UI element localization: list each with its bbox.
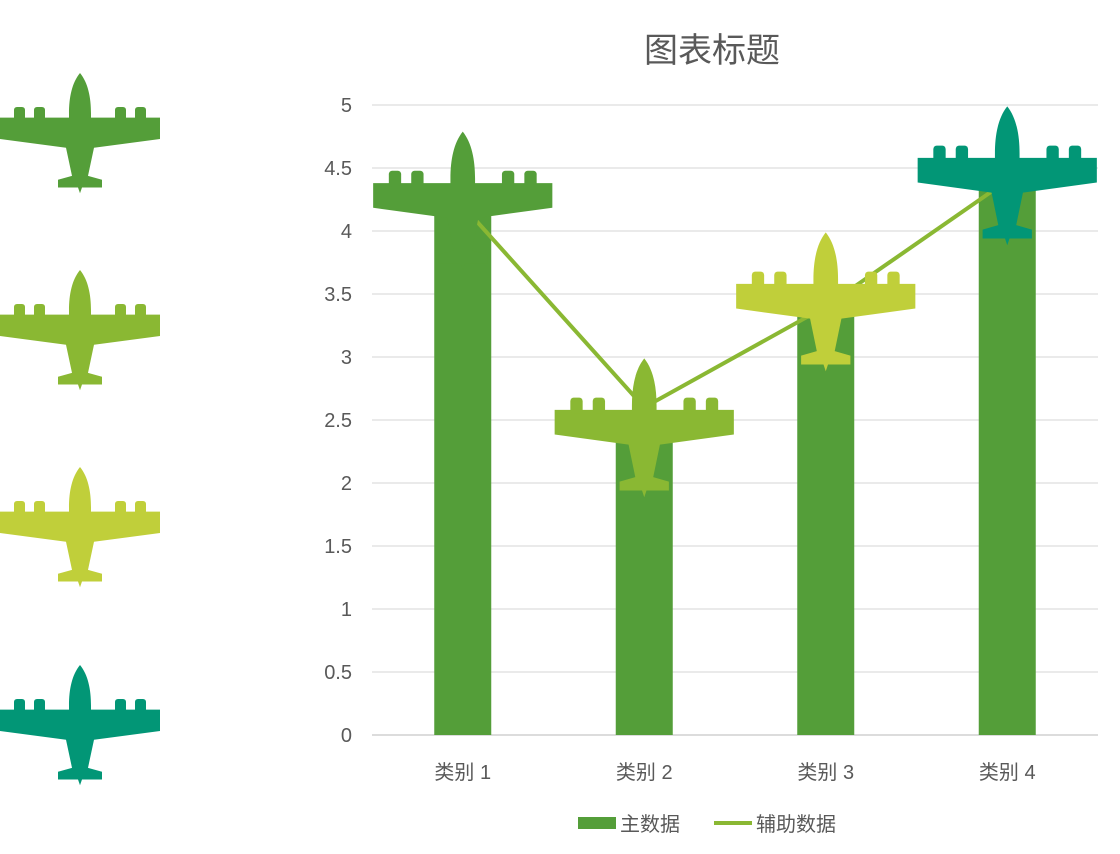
y-tick-label: 2 — [341, 473, 352, 495]
y-tick-label: 4 — [341, 221, 352, 243]
y-tick-label: 3.5 — [324, 284, 352, 306]
y-tick-label: 5 — [341, 95, 352, 117]
y-tick-label: 0 — [341, 725, 352, 747]
plane-marker-icon — [373, 131, 553, 271]
x-tick-label: 类别 1 — [434, 761, 491, 784]
plane-icon — [0, 665, 160, 786]
plane-marker-icon — [554, 358, 734, 498]
plane-icon — [0, 270, 160, 391]
plane-icon — [0, 467, 160, 588]
x-tick-label: 类别 3 — [797, 761, 854, 784]
chart-title: 图表标题 — [644, 32, 780, 70]
y-tick-label: 3 — [341, 347, 352, 369]
y-tick-label: 1.5 — [324, 536, 352, 558]
y-tick-label: 0.5 — [324, 662, 352, 684]
x-tick-label: 类别 2 — [616, 761, 673, 784]
y-tick-label: 1 — [341, 599, 352, 621]
legend-label-aux: 辅助数据 — [756, 813, 836, 836]
y-tick-label: 2.5 — [324, 410, 352, 432]
x-tick-label: 类别 4 — [979, 761, 1036, 784]
plane-icon — [0, 73, 160, 194]
y-tick-label: 4.5 — [324, 158, 352, 180]
bar — [434, 193, 492, 735]
legend-swatch-main — [578, 817, 616, 829]
plane-marker-icon — [736, 232, 916, 372]
bar — [978, 168, 1036, 735]
legend-label-main: 主数据 — [620, 813, 680, 836]
line-series — [461, 178, 1009, 410]
